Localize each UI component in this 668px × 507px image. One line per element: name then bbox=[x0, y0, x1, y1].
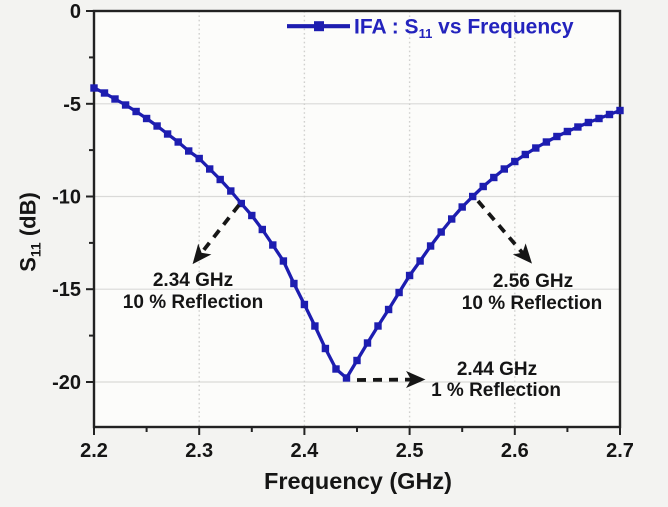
svg-text:0: 0 bbox=[70, 1, 81, 23]
svg-text:2.44 GHz: 2.44 GHz bbox=[457, 359, 537, 380]
svg-text:2.4: 2.4 bbox=[290, 440, 319, 462]
svg-text:-5: -5 bbox=[63, 94, 81, 116]
svg-text:2.6: 2.6 bbox=[501, 440, 529, 462]
svg-text:10 % Reflection: 10 % Reflection bbox=[123, 292, 263, 313]
svg-text:2.3: 2.3 bbox=[185, 440, 213, 462]
svg-text:10 % Reflection: 10 % Reflection bbox=[462, 293, 602, 314]
svg-text:-20: -20 bbox=[52, 372, 81, 394]
svg-text:S11 (dB): S11 (dB) bbox=[16, 192, 44, 272]
svg-text:2.56 GHz: 2.56 GHz bbox=[493, 271, 573, 292]
svg-text:-10: -10 bbox=[52, 187, 81, 209]
svg-text:2.2: 2.2 bbox=[80, 440, 108, 462]
svg-text:1 % Reflection: 1 % Reflection bbox=[431, 380, 561, 401]
svg-text:2.7: 2.7 bbox=[606, 440, 634, 462]
svg-text:-15: -15 bbox=[52, 279, 81, 301]
svg-text:2.5: 2.5 bbox=[396, 440, 424, 462]
svg-text:2.34 GHz: 2.34 GHz bbox=[153, 270, 233, 291]
svg-text:Frequency (GHz): Frequency (GHz) bbox=[264, 468, 452, 494]
svg-text:IFA : S11 vs Frequency: IFA : S11 vs Frequency bbox=[354, 16, 574, 42]
